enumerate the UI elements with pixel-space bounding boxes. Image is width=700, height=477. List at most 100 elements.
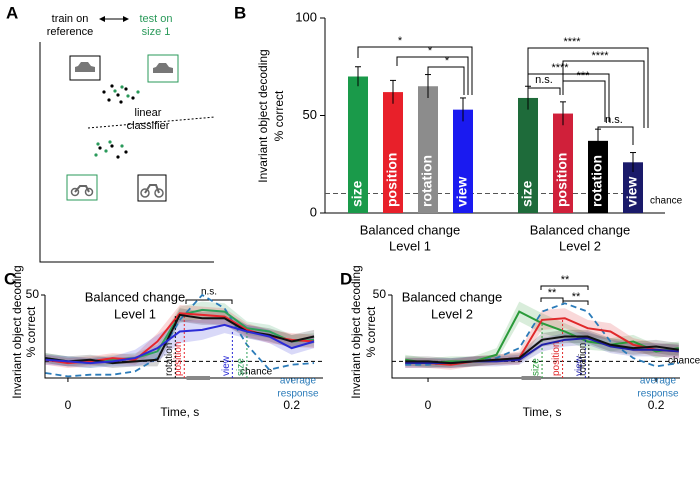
- significance-label: ***: [577, 70, 591, 82]
- series-line: [405, 310, 680, 365]
- bar: [553, 113, 573, 213]
- test-label: test on: [139, 13, 172, 25]
- chance-label: chance: [240, 367, 273, 378]
- series-line: [405, 335, 680, 365]
- ci-band: [405, 329, 679, 369]
- significance-labels: * * * **** **** **** *** n.s. n.s. n.s. …: [201, 35, 623, 303]
- significance-window: [521, 376, 541, 380]
- significance-label: ****: [563, 36, 581, 48]
- classifier-label: linear: [135, 107, 162, 119]
- diagram: train on reference test on size 1 linear…: [39, 13, 216, 263]
- chance-label: chance: [668, 356, 700, 367]
- y-tick-label: 100: [295, 9, 317, 24]
- chart-title: Balanced change: [402, 289, 502, 304]
- points: [98, 84, 135, 159]
- y-axis-label: % correct: [24, 306, 38, 357]
- latency-label: position: [173, 342, 184, 376]
- y-tick-label: 50: [26, 287, 40, 301]
- significance-label: **: [548, 287, 557, 299]
- series-line: [45, 313, 315, 365]
- chance-label: chance: [650, 196, 683, 207]
- bar-label: rotation: [419, 155, 435, 207]
- x-tick-label: 0: [425, 398, 432, 412]
- chart-title: Balanced change: [85, 289, 185, 304]
- significance-label: **: [561, 274, 570, 286]
- significance-label: *: [428, 45, 433, 57]
- significance-label: n.s.: [535, 74, 553, 86]
- x-tick-label: 0.2: [283, 398, 300, 412]
- decision-line: [87, 116, 216, 129]
- motorcycle-icon: [140, 184, 164, 198]
- x-axis-label: Time, s: [160, 405, 199, 419]
- ci-band: [405, 301, 679, 369]
- significance-label: ****: [591, 50, 609, 62]
- significance-window: [186, 376, 211, 380]
- panel-label: B: [234, 3, 246, 22]
- y-tick-label: 50: [303, 107, 317, 122]
- bar: [623, 162, 643, 213]
- ci-band: [405, 308, 679, 370]
- panel-label: A: [6, 3, 18, 22]
- group-label: Level 1: [389, 238, 431, 253]
- car-icon: [75, 62, 95, 72]
- significance-label: *: [445, 55, 450, 67]
- latency-label: size: [531, 358, 542, 376]
- axis: [391, 295, 680, 379]
- panel-label: D: [340, 269, 352, 288]
- group-label: Level 2: [559, 238, 601, 253]
- panel-label: C: [4, 269, 16, 288]
- significance-label: **: [572, 291, 581, 303]
- significance-label: n.s.: [605, 114, 623, 126]
- x-tick-label: 0.2: [648, 398, 665, 412]
- bar: [588, 140, 608, 213]
- average-response-label: average: [280, 376, 317, 387]
- average-response-line: [45, 293, 315, 378]
- series-line: [45, 323, 315, 365]
- x-axis-label: Time, s: [523, 405, 562, 419]
- y-axis-label: Invariant object decoding: [349, 265, 363, 398]
- test-label: size 1: [142, 26, 171, 38]
- bar-label: view: [624, 177, 640, 207]
- significance-label: *: [398, 35, 403, 47]
- bar-label: position: [384, 153, 400, 207]
- bar: [453, 109, 473, 213]
- series-line: [405, 317, 679, 366]
- group-label: Balanced change: [360, 222, 460, 237]
- y-axis-label: Invariant object decoding: [256, 49, 270, 182]
- bar: [348, 76, 368, 213]
- image-box: [69, 55, 101, 81]
- image-box: [137, 174, 167, 202]
- bar-label: view: [454, 177, 470, 207]
- significance-label: ****: [551, 62, 569, 74]
- average-response-label: response: [277, 389, 319, 400]
- chart-title: Level 1: [114, 306, 156, 321]
- bar: [418, 86, 438, 213]
- significance-brackets: [185, 46, 649, 305]
- y-axis-label: % correct: [272, 90, 286, 141]
- average-response-label: response: [637, 389, 679, 400]
- bar: [383, 92, 403, 213]
- latency-label: rotation: [164, 343, 175, 376]
- classifier-label: classifier: [127, 120, 170, 132]
- y-axis-label: Invariant object decoding: [10, 265, 24, 398]
- bar-label: rotation: [589, 155, 605, 207]
- y-axis-label: % correct: [364, 306, 378, 357]
- bar-label: size: [519, 180, 535, 207]
- bar-label: size: [349, 180, 365, 207]
- bar: [518, 97, 538, 213]
- frame: [39, 42, 214, 263]
- car-icon: [153, 63, 173, 73]
- x-tick-label: 0: [65, 398, 72, 412]
- y-tick-label: 0: [310, 204, 317, 219]
- chart-title: Level 2: [431, 306, 473, 321]
- bar-label: position: [554, 153, 570, 207]
- train-label: reference: [47, 26, 93, 38]
- image-box: [66, 174, 98, 201]
- motorcycle-icon: [70, 185, 94, 197]
- points: [94, 85, 140, 157]
- group-label: Balanced change: [530, 222, 630, 237]
- latency-label: view: [574, 355, 585, 376]
- latency-label: position: [551, 342, 562, 376]
